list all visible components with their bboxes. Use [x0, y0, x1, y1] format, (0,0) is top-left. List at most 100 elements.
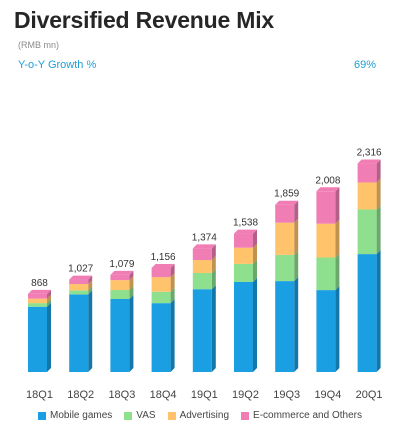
bar-segment-19Q4-3 [316, 191, 336, 224]
bar-side-19Q4-3 [335, 187, 340, 224]
total-label-18Q4: 1,156 [151, 252, 176, 263]
growth-label: Y-o-Y Growth % [18, 59, 97, 71]
bar-side-18Q2-2 [88, 280, 93, 291]
bar-segment-19Q3-1 [275, 254, 295, 282]
category-label-19Q4: 19Q4 [314, 389, 341, 401]
bar-segment-18Q3-2 [110, 280, 130, 291]
bar-segment-19Q3-2 [275, 222, 295, 255]
bar-side-18Q2-3 [88, 275, 93, 285]
total-label-18Q1: 868 [31, 278, 48, 289]
bar-segment-20Q1-2 [357, 182, 377, 210]
bar-segment-18Q1-0 [28, 306, 47, 372]
bar-segment-18Q1-1 [28, 303, 47, 307]
bar-top-20Q1 [357, 159, 381, 164]
legend-item-3: E-commerce and Others [241, 410, 362, 421]
bar-side-18Q3-3 [129, 270, 134, 281]
bar-top-18Q1 [28, 289, 51, 294]
bar-segment-19Q2-3 [234, 233, 253, 248]
bar-side-20Q1-2 [376, 178, 381, 210]
category-label-20Q1: 20Q1 [356, 389, 383, 401]
total-label-19Q1: 1,374 [192, 232, 217, 243]
bar-segment-19Q4-1 [316, 257, 336, 291]
bar-segment-20Q1-0 [357, 254, 377, 372]
bar-side-19Q1-0 [211, 285, 216, 372]
bar-top-19Q1 [192, 244, 216, 249]
total-label-20Q1: 2,316 [357, 148, 382, 159]
bar-segment-18Q2-0 [69, 294, 89, 372]
bar-side-20Q1-1 [376, 205, 381, 255]
bar-segment-19Q1-1 [192, 273, 212, 290]
bar-segment-19Q2-2 [234, 247, 253, 264]
bar-side-18Q3-2 [129, 276, 134, 291]
bar-segment-18Q2-1 [69, 290, 89, 295]
total-label-18Q2: 1,027 [68, 264, 93, 275]
bar-segment-19Q2-0 [234, 282, 253, 372]
bar-segment-18Q1-3 [28, 293, 47, 299]
legend: Mobile games VAS Advertising E-commerce and… [0, 410, 400, 421]
bar-segment-19Q1-0 [192, 289, 212, 372]
legend-swatch [124, 411, 133, 420]
bar-segment-18Q3-3 [110, 274, 130, 281]
bar-side-19Q3-2 [294, 218, 299, 255]
bar-segment-18Q3-0 [110, 299, 130, 372]
category-label-19Q2: 19Q2 [232, 389, 259, 401]
bar-side-19Q3-3 [294, 200, 299, 223]
category-label-18Q3: 18Q3 [108, 389, 135, 401]
bar-top-19Q4 [316, 187, 340, 192]
bar-segment-20Q1-1 [357, 209, 377, 255]
legend-label: Mobile games [50, 410, 113, 421]
bar-side-19Q1-3 [211, 244, 216, 261]
bar-side-18Q1-0 [47, 302, 51, 372]
bar-segment-18Q4-2 [151, 277, 171, 292]
legend-item-2: Advertising [167, 410, 230, 421]
bar-side-19Q4-0 [335, 286, 340, 372]
bar-side-18Q3-0 [129, 295, 134, 372]
bar-segment-18Q4-1 [151, 291, 171, 304]
total-label-19Q2: 1,538 [233, 218, 258, 229]
bar-segment-20Q1-3 [357, 163, 377, 183]
total-label-19Q3: 1,859 [274, 189, 299, 200]
bar-side-18Q4-0 [170, 299, 175, 372]
category-label-19Q3: 19Q3 [273, 389, 300, 401]
legend-item-0: Mobile games [38, 410, 112, 421]
category-label-18Q2: 18Q2 [67, 389, 94, 401]
bar-top-19Q2 [234, 229, 257, 234]
bar-side-19Q2-2 [253, 243, 257, 264]
bar-top-19Q3 [275, 200, 299, 205]
bar-segment-19Q3-0 [275, 281, 295, 372]
bar-top-18Q4 [151, 263, 175, 268]
bar-side-20Q1-3 [376, 159, 381, 183]
legend-swatch [167, 411, 176, 420]
bar-side-19Q4-1 [335, 253, 340, 291]
bar-segment-19Q4-2 [316, 223, 336, 258]
unit-label: (RMB mn) [18, 40, 59, 50]
bar-segment-18Q2-2 [69, 284, 89, 291]
bar-side-18Q3-1 [129, 286, 134, 300]
bar-segment-19Q4-0 [316, 290, 336, 372]
category-label-18Q1: 18Q1 [26, 389, 53, 401]
bar-side-18Q2-1 [88, 286, 93, 295]
bar-segment-19Q1-3 [192, 248, 212, 261]
bar-side-19Q4-2 [335, 219, 340, 258]
revenue-chart: 868 18Q1 1,027 18Q2 1,079 18Q3 1,156 18Q4 1,374 1… [26, 148, 383, 401]
bar-side-18Q1-3 [47, 289, 51, 299]
legend-label: E-commerce and Others [253, 410, 362, 421]
bar-side-18Q1-1 [47, 299, 51, 307]
bar-side-19Q2-1 [253, 259, 257, 282]
bar-side-18Q4-2 [170, 273, 175, 292]
legend-label: VAS [136, 410, 156, 421]
bar-side-19Q3-1 [294, 250, 299, 282]
legend-swatch [38, 411, 47, 420]
category-label-19Q1: 19Q1 [191, 389, 218, 401]
bar-top-18Q3 [110, 270, 134, 275]
legend-item-1: VAS [124, 410, 156, 421]
total-label-19Q4: 2,008 [315, 175, 340, 186]
page-title: Diversified Revenue Mix [14, 7, 275, 33]
bar-segment-19Q1-2 [192, 260, 212, 273]
bar-side-19Q2-3 [253, 229, 257, 248]
legend-label: Advertising [179, 410, 230, 421]
bar-side-19Q1-2 [211, 256, 216, 273]
bar-side-19Q1-1 [211, 269, 216, 290]
total-label-18Q3: 1,079 [109, 259, 134, 270]
bar-side-19Q2-0 [253, 278, 257, 372]
